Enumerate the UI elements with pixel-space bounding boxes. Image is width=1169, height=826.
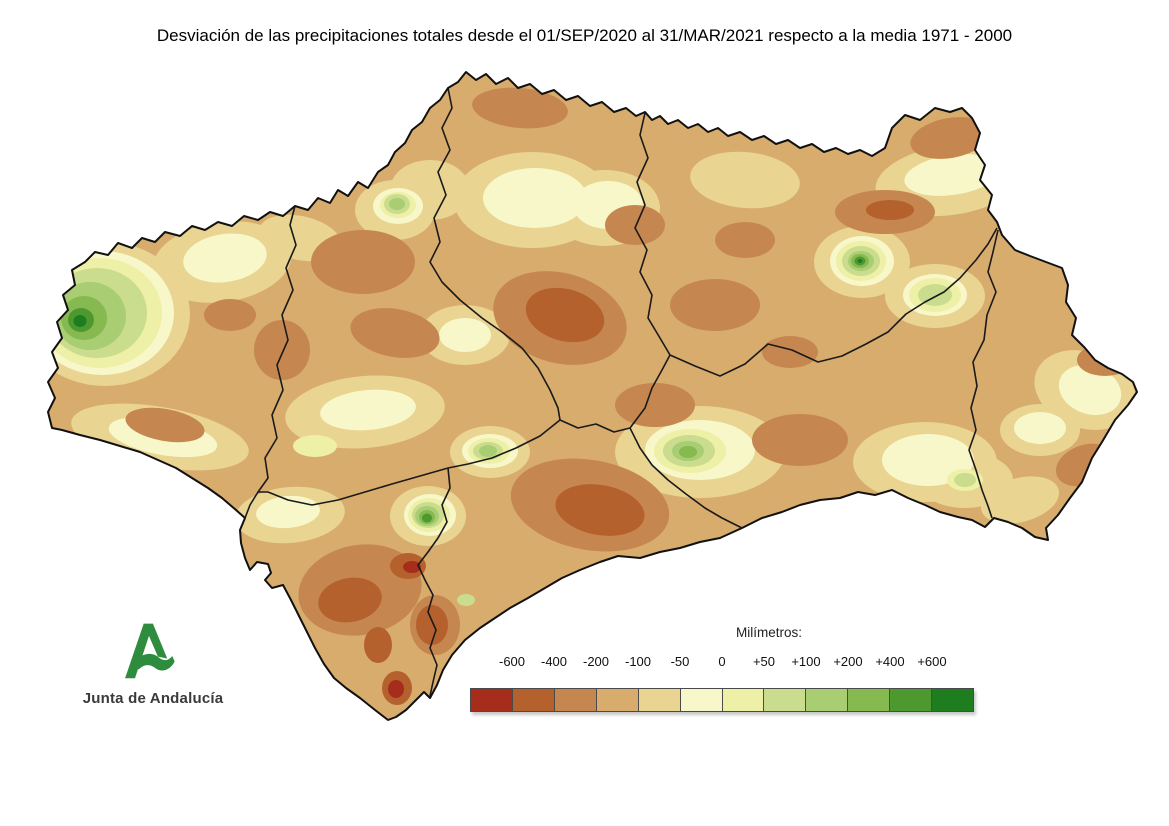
- colorbar-cell: [511, 688, 555, 712]
- border-jaen-granada: [669, 227, 998, 377]
- legend-tick: +600: [917, 654, 947, 669]
- colorbar-cell: [553, 688, 597, 712]
- colorbar-cell: [679, 688, 723, 712]
- legend-tick: +100: [791, 654, 821, 669]
- legend-tick: +50: [752, 654, 776, 669]
- border-cordoba-jaen: [634, 112, 671, 356]
- legend-tick: -400: [540, 654, 568, 669]
- legend-tick: -100: [624, 654, 652, 669]
- colorbar-cell: [637, 688, 681, 712]
- legend-tick: -200: [582, 654, 610, 669]
- legend-colorbar: [470, 688, 975, 712]
- map-title: Desviación de las precipitaciones totale…: [156, 26, 1013, 45]
- colorbar-cell: [931, 688, 975, 712]
- border-granada-malaga: [629, 427, 743, 529]
- colorbar-cell: [470, 688, 513, 712]
- junta-logo-text: Junta de Andalucía: [82, 690, 224, 707]
- colorbar-cell: [847, 688, 891, 712]
- legend-tick: +200: [833, 654, 863, 669]
- colorbar-cell: [763, 688, 807, 712]
- legend-tick: -600: [498, 654, 526, 669]
- colorbar-cell: [721, 688, 765, 712]
- legend-title: Milímetros:: [736, 625, 803, 640]
- colorbar-cell: [889, 688, 933, 712]
- border-sevilla-cordoba: [429, 87, 561, 421]
- green-patches: [48, 192, 983, 606]
- border-sevilla-cadiz: [258, 467, 449, 506]
- region-outline: [47, 71, 1138, 721]
- border-huelva-sevilla: [244, 205, 297, 519]
- border-cordoba-malaga: [559, 419, 631, 433]
- border-sevilla-malaga: [447, 419, 561, 469]
- colorbar-cell: [805, 688, 849, 712]
- province-borders: [244, 87, 999, 697]
- legend-tick: +400: [875, 654, 905, 669]
- border-cordoba-granada: [629, 354, 671, 429]
- border-cadiz-malaga: [417, 467, 451, 697]
- border-granada-almeria: [968, 229, 999, 519]
- legend-tick: -50: [670, 654, 690, 669]
- legend-tick: 0: [718, 654, 726, 669]
- colorbar-cell: [595, 688, 639, 712]
- junta-logo-icon: [125, 623, 175, 679]
- brown-patches: [125, 87, 1133, 705]
